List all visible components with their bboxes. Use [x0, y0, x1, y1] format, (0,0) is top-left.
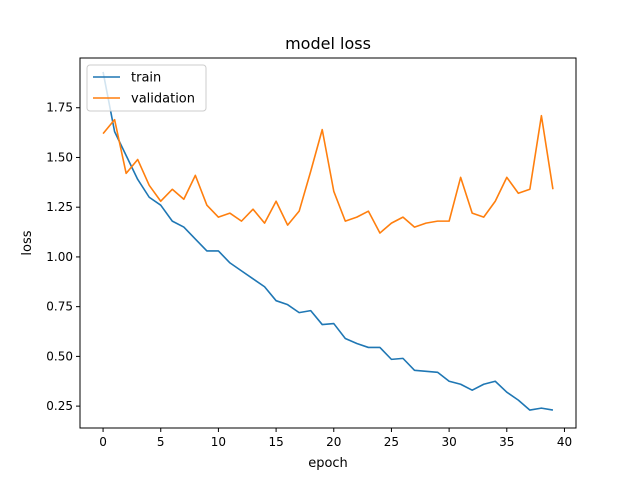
- x-axis-ticks: 0 5 10 15 20 25 30 35 40: [99, 428, 572, 449]
- y-tick-label: 1.50: [46, 150, 73, 164]
- y-axis-label: loss: [20, 230, 35, 255]
- x-tick-label: 0: [99, 435, 107, 449]
- legend-label-validation: validation: [131, 92, 195, 107]
- y-tick-label: 0.50: [46, 349, 73, 363]
- y-tick-label: 1.75: [46, 101, 73, 115]
- x-tick-label: 40: [557, 435, 572, 449]
- y-tick-label: 1.25: [46, 200, 73, 214]
- x-tick-label: 30: [441, 435, 456, 449]
- x-axis-label: epoch: [308, 456, 348, 471]
- series-line-train: [102, 71, 554, 411]
- x-tick-label: 20: [326, 435, 341, 449]
- legend: train validation: [86, 64, 207, 112]
- axes-frame: [79, 57, 577, 429]
- y-tick-label: 0.75: [46, 300, 73, 314]
- x-tick-label: 25: [384, 435, 399, 449]
- legend-label-train: train: [131, 71, 161, 86]
- x-tick-label: 5: [157, 435, 165, 449]
- x-tick-label: 35: [499, 435, 514, 449]
- x-tick-label: 15: [268, 435, 283, 449]
- chart-title: model loss: [285, 34, 371, 53]
- x-tick-label: 10: [211, 435, 226, 449]
- y-axis-ticks: 0.25 0.50 0.75 1.00 1.25 1.50 1.75: [46, 101, 80, 413]
- y-tick-label: 1.00: [46, 250, 73, 264]
- plot-area: [102, 71, 554, 411]
- y-tick-label: 0.25: [46, 399, 73, 413]
- series-line-validation: [102, 114, 554, 234]
